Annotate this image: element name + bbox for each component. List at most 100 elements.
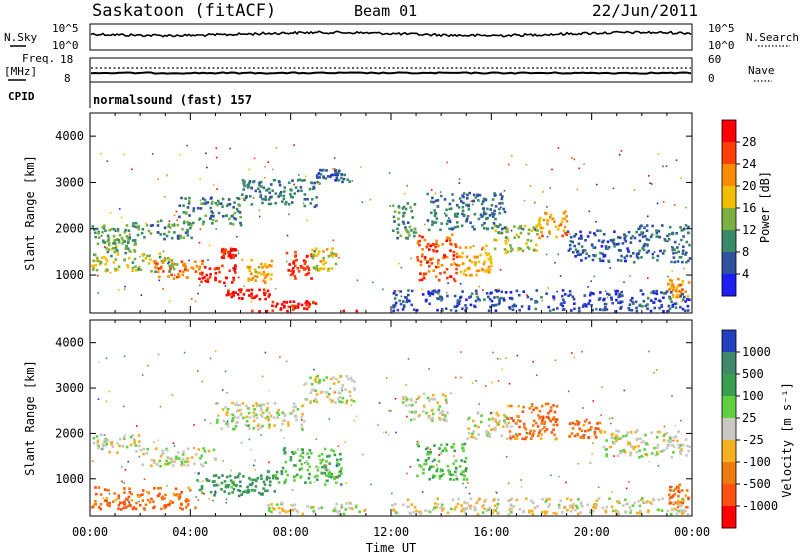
data-cell: [424, 459, 428, 462]
data-cell: [549, 406, 553, 409]
data-cell: [288, 263, 291, 266]
data-cell: [681, 288, 684, 291]
data-cell: [331, 255, 334, 258]
data-cell: [463, 460, 467, 463]
data-cell: [599, 229, 602, 233]
data-cell: [492, 427, 495, 431]
data-cell: [280, 470, 284, 473]
speckle-cell: [214, 350, 217, 353]
data-cell: [464, 246, 468, 249]
speckle-cell: [571, 352, 573, 354]
data-cell: [612, 442, 616, 445]
data-cell: [128, 237, 132, 240]
data-cell: [318, 507, 321, 510]
data-cell: [468, 191, 471, 195]
speckle-cell: [546, 236, 549, 238]
data-cell: [494, 217, 497, 221]
data-cell: [326, 479, 329, 483]
speckle-cell: [208, 244, 211, 247]
speckle-cell: [490, 412, 492, 414]
data-cell: [671, 295, 675, 299]
data-cell: [545, 415, 548, 419]
data-cell: [597, 497, 601, 500]
data-cell: [315, 254, 318, 257]
data-cell: [186, 269, 190, 272]
data-cell: [96, 242, 100, 246]
data-cell: [636, 429, 639, 432]
data-cell: [332, 475, 336, 479]
speckle-cell: [179, 153, 181, 156]
power-region-21: [629, 224, 692, 264]
data-cell: [429, 451, 432, 454]
data-cell: [669, 485, 672, 489]
data-cell: [97, 446, 100, 450]
data-cell: [341, 396, 345, 400]
data-cell: [678, 294, 681, 298]
data-cell: [670, 512, 673, 516]
data-cell: [306, 452, 309, 456]
data-cell: [416, 458, 420, 462]
data-cell: [238, 211, 242, 214]
data-cell: [544, 512, 547, 516]
speckle-cell: [253, 464, 255, 467]
data-cell: [428, 264, 431, 268]
data-cell: [574, 508, 577, 512]
data-cell: [233, 201, 236, 204]
data-cell: [206, 479, 209, 482]
speckle-cell: [593, 275, 595, 278]
data-cell: [507, 512, 511, 516]
data-cell: [281, 509, 285, 513]
speckle-cell: [199, 178, 201, 180]
speckle-cell: [128, 233, 131, 235]
data-cell: [671, 294, 675, 297]
data-cell: [328, 393, 331, 396]
data-cell: [463, 213, 466, 217]
data-cell: [268, 423, 271, 427]
data-cell: [166, 456, 170, 460]
data-cell: [603, 430, 607, 434]
data-cell: [446, 276, 449, 280]
data-cell: [224, 276, 228, 280]
data-cell: [429, 292, 433, 295]
data-cell: [417, 444, 420, 448]
nsearch-tick-top: 10^5: [708, 22, 735, 35]
velocity-ylabel: Slant Range [km]: [23, 360, 37, 476]
data-cell: [345, 401, 348, 405]
data-cell: [268, 506, 271, 510]
data-cell: [645, 251, 649, 254]
speckle-cell: [406, 472, 408, 475]
data-cell: [275, 470, 279, 474]
data-cell: [436, 401, 439, 405]
speckle-cell: [446, 161, 448, 164]
data-cell: [462, 201, 465, 205]
data-cell: [167, 224, 170, 228]
data-cell: [247, 279, 250, 282]
data-cell: [677, 509, 681, 513]
data-cell: [236, 421, 239, 424]
data-cell: [320, 459, 324, 463]
data-cell: [167, 461, 171, 465]
data-cell: [461, 470, 465, 473]
data-cell: [113, 228, 116, 231]
speckle-cell: [267, 461, 270, 464]
data-cell: [487, 265, 491, 269]
data-cell: [137, 224, 141, 228]
data-cell: [674, 487, 677, 491]
data-cell: [616, 510, 620, 514]
data-cell: [534, 243, 538, 247]
data-cell: [228, 217, 231, 221]
data-cell: [576, 433, 580, 437]
data-cell: [493, 194, 497, 197]
data-cell: [434, 502, 437, 505]
data-cell: [172, 267, 176, 271]
data-cell: [279, 190, 283, 194]
speckle-cell: [139, 255, 141, 258]
data-cell: [201, 276, 205, 280]
data-cell: [312, 505, 315, 509]
data-cell: [284, 478, 288, 482]
data-cell: [482, 210, 486, 214]
speckle-cell: [653, 371, 655, 374]
power-colorbar-label: Power [dB]: [758, 171, 772, 243]
speckle-cell: [662, 165, 664, 168]
data-cell: [651, 252, 655, 256]
